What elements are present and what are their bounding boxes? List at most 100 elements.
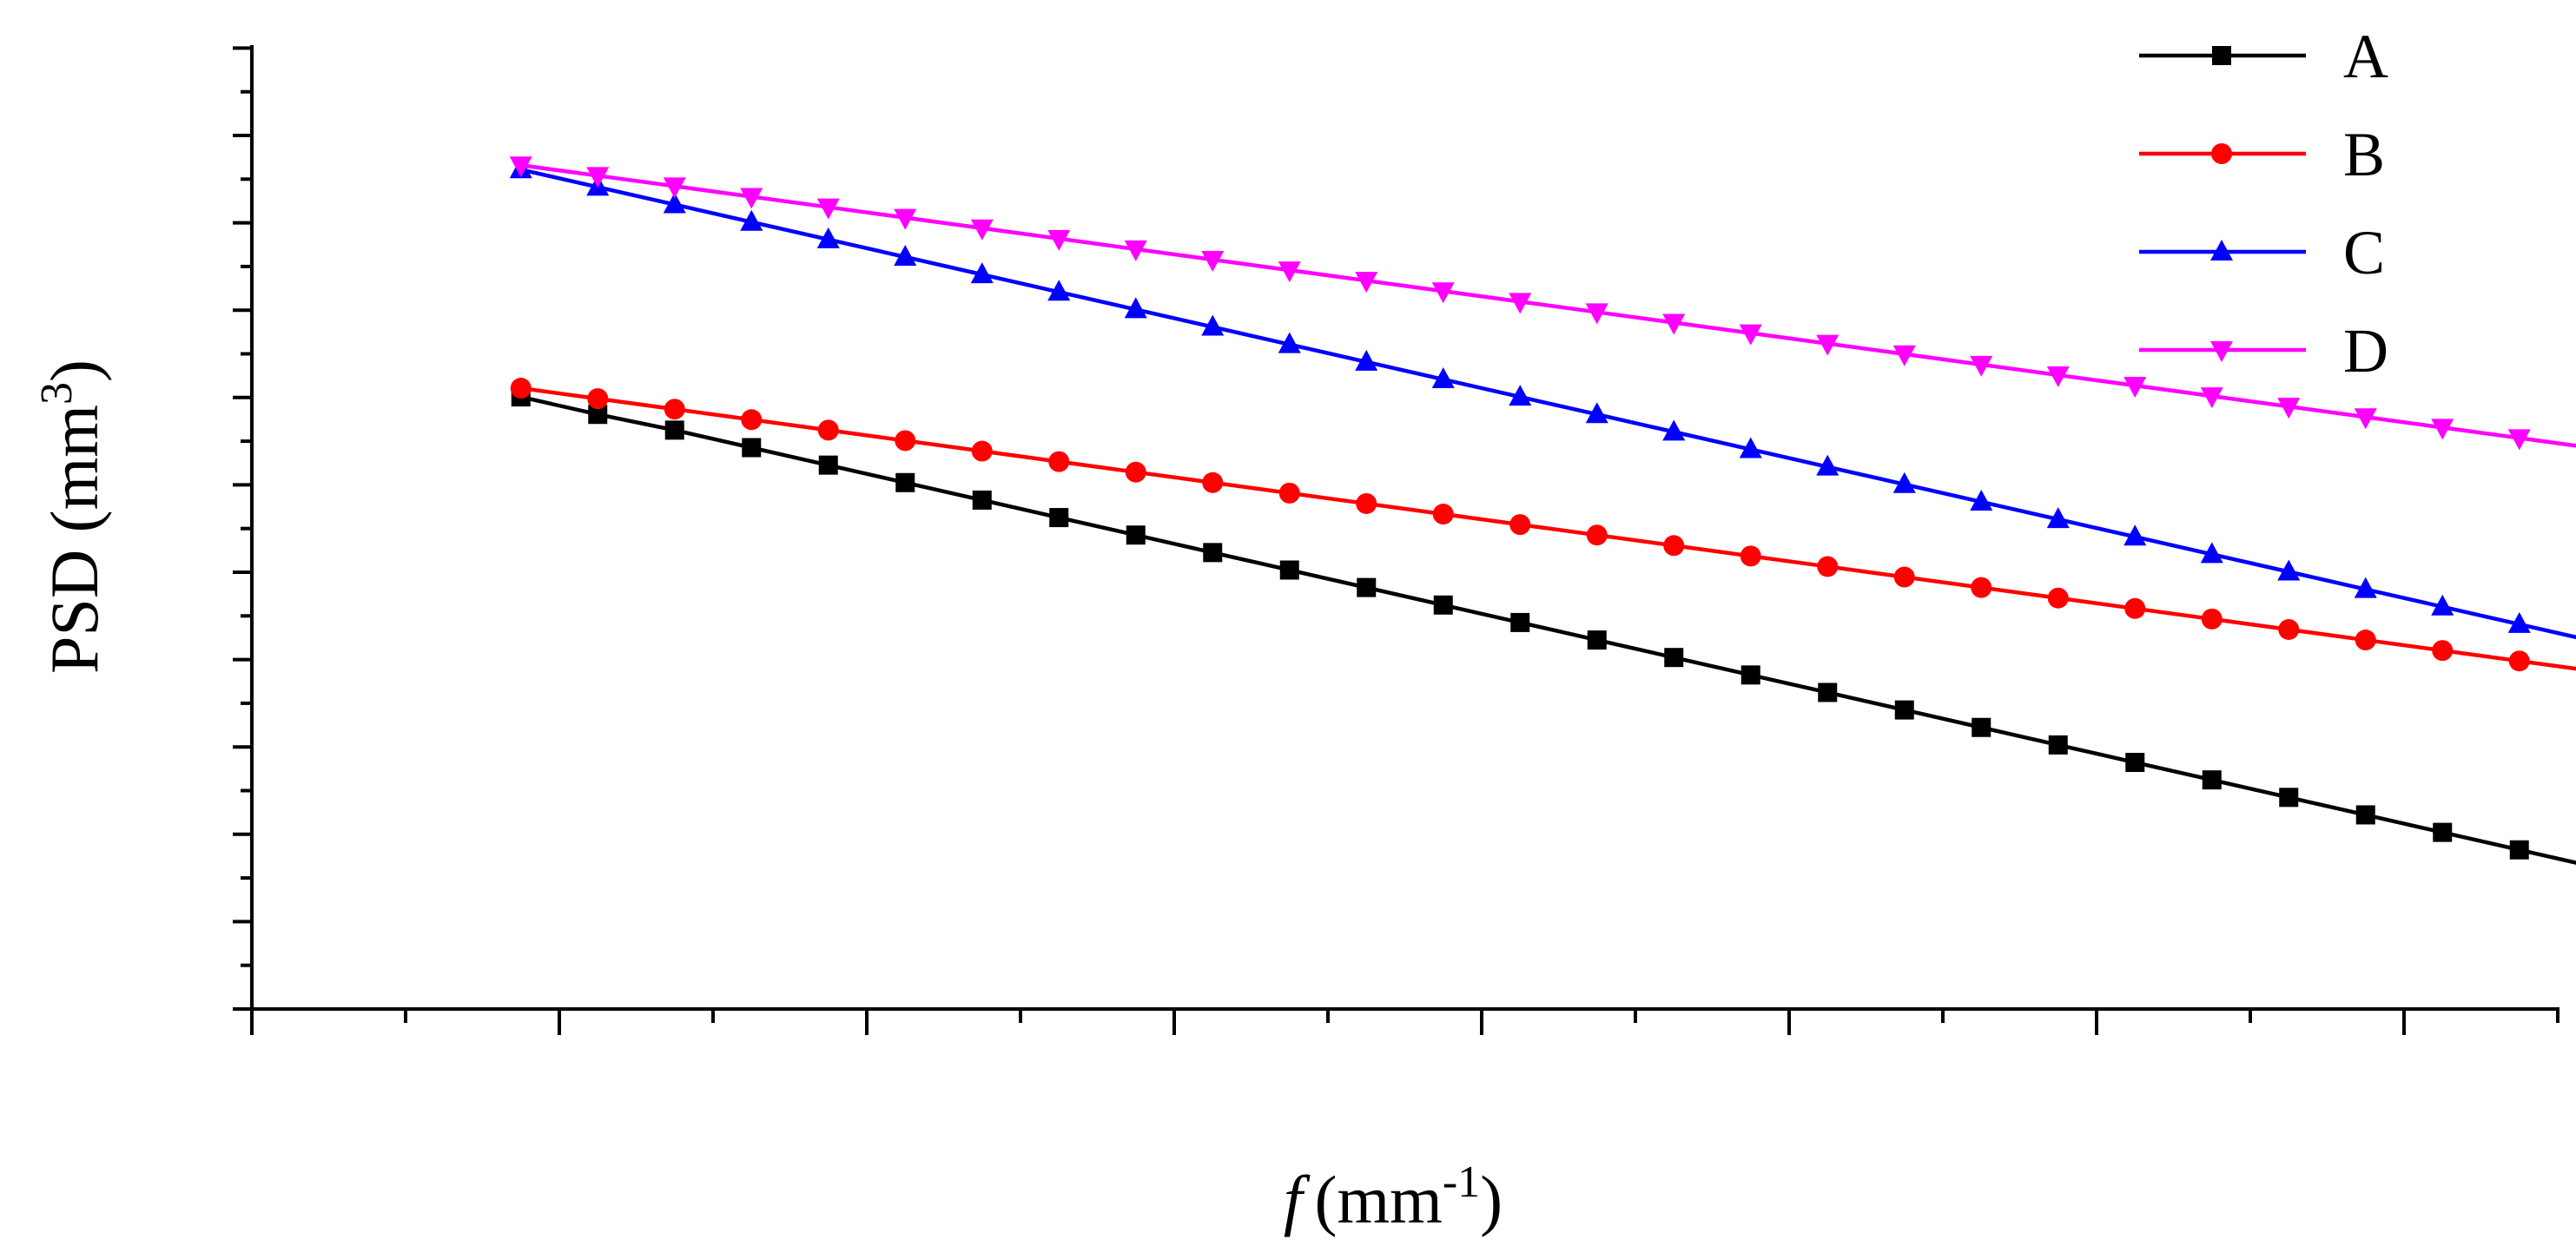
- data-point-b: [1048, 451, 1070, 472]
- data-point-a: [2202, 770, 2222, 790]
- data-point-d: [2046, 366, 2070, 387]
- data-point-c: [2200, 542, 2223, 564]
- data-point-d: [1892, 345, 1916, 366]
- data-point-d: [2431, 419, 2454, 440]
- data-point-a: [2509, 840, 2529, 860]
- legend-marker: [2210, 341, 2233, 362]
- data-point-a: [1279, 560, 1299, 580]
- data-point-c: [1585, 402, 1608, 424]
- data-point-b: [1356, 492, 1377, 514]
- data-point-a: [588, 405, 608, 425]
- legend-label: B: [2343, 120, 2385, 189]
- data-point-a: [895, 472, 915, 492]
- legend-marker: [2210, 240, 2233, 260]
- data-point-d: [2200, 387, 2223, 409]
- data-point-d: [1355, 272, 1378, 293]
- data-point-b: [2201, 608, 2223, 630]
- data-point-c: [1124, 297, 1147, 319]
- data-point-c: [1970, 489, 1993, 511]
- data-point-c: [2507, 611, 2531, 633]
- data-point-c: [2124, 524, 2147, 546]
- data-point-a: [1587, 630, 1607, 650]
- data-point-b: [895, 430, 916, 452]
- data-point-a: [1894, 700, 1914, 720]
- series-d: [509, 156, 2576, 451]
- data-point-c: [1739, 437, 1762, 458]
- data-point-d: [663, 177, 686, 199]
- data-point-d: [2354, 408, 2377, 430]
- data-point-d: [1431, 282, 1455, 304]
- data-point-c: [1355, 349, 1378, 371]
- series-b: [510, 378, 2576, 672]
- data-point-d: [1124, 240, 1147, 261]
- data-point-a: [818, 455, 838, 475]
- data-point-d: [1585, 303, 1608, 325]
- data-point-a: [972, 490, 992, 510]
- data-point-d: [1278, 261, 1301, 283]
- data-point-b: [1202, 472, 1224, 493]
- data-point-a: [1664, 648, 1684, 668]
- data-point-b: [2278, 618, 2300, 640]
- data-point-b: [1278, 482, 1300, 504]
- data-point-d: [2507, 429, 2531, 451]
- data-point-c: [970, 262, 994, 284]
- data-point-a: [2355, 805, 2375, 825]
- data-point-c: [2046, 507, 2070, 529]
- data-point-c: [663, 192, 686, 214]
- data-point-b: [2508, 650, 2530, 672]
- data-point-d: [1816, 334, 1840, 356]
- data-point-d: [740, 188, 763, 209]
- data-point-b: [2047, 587, 2069, 609]
- data-point-b: [971, 440, 993, 462]
- data-point-b: [1971, 577, 1992, 598]
- data-point-c: [894, 244, 917, 266]
- series-a: [511, 387, 2576, 865]
- legend-item-b: B: [2139, 120, 2385, 189]
- series-c: [509, 157, 2576, 640]
- data-point-c: [816, 227, 840, 248]
- data-point-d: [509, 156, 532, 178]
- data-point-a: [1126, 525, 1146, 545]
- data-point-a: [742, 438, 762, 458]
- data-point-a: [1818, 683, 1838, 702]
- axes-layer: [233, 45, 2559, 1035]
- data-point-b: [1663, 535, 1685, 557]
- data-point-c: [1047, 280, 1071, 301]
- data-point-d: [894, 208, 917, 230]
- data-point-d: [2277, 398, 2301, 419]
- data-point-c: [740, 209, 763, 231]
- data-point-a: [1049, 508, 1069, 528]
- data-point-a: [2125, 753, 2145, 773]
- data-point-b: [1125, 461, 1146, 483]
- data-point-a: [1740, 665, 1760, 685]
- series-a-line: [520, 394, 2576, 865]
- data-point-d: [1201, 251, 1225, 273]
- data-point-b: [1432, 504, 1454, 525]
- data-point-b: [664, 399, 685, 420]
- data-point-c: [1816, 454, 1840, 476]
- legend-label: C: [2343, 218, 2385, 287]
- data-point-a: [1510, 612, 1530, 632]
- data-point-d: [1509, 293, 1532, 314]
- legend-item-a: A: [2139, 22, 2388, 91]
- data-point-a: [2433, 822, 2453, 842]
- data-point-b: [1586, 524, 1608, 546]
- legend-label: D: [2343, 316, 2388, 386]
- data-point-c: [1278, 332, 1301, 353]
- data-point-c: [1201, 314, 1225, 336]
- data-point-d: [1739, 324, 1762, 346]
- data-point-d: [1970, 355, 1993, 377]
- data-point-c: [1892, 472, 1916, 493]
- data-point-b: [2355, 630, 2376, 651]
- data-point-b: [587, 388, 609, 410]
- data-point-c: [2431, 594, 2454, 616]
- data-point-d: [2124, 377, 2147, 399]
- data-point-b: [817, 419, 839, 441]
- data-point-c: [2354, 577, 2377, 598]
- data-point-a: [1357, 577, 1377, 597]
- data-point-a: [664, 420, 684, 440]
- data-point-d: [586, 167, 610, 188]
- x-axis-title: f (mm-1): [1284, 1157, 1503, 1237]
- data-point-a: [1203, 543, 1223, 563]
- data-point-c: [2277, 559, 2301, 581]
